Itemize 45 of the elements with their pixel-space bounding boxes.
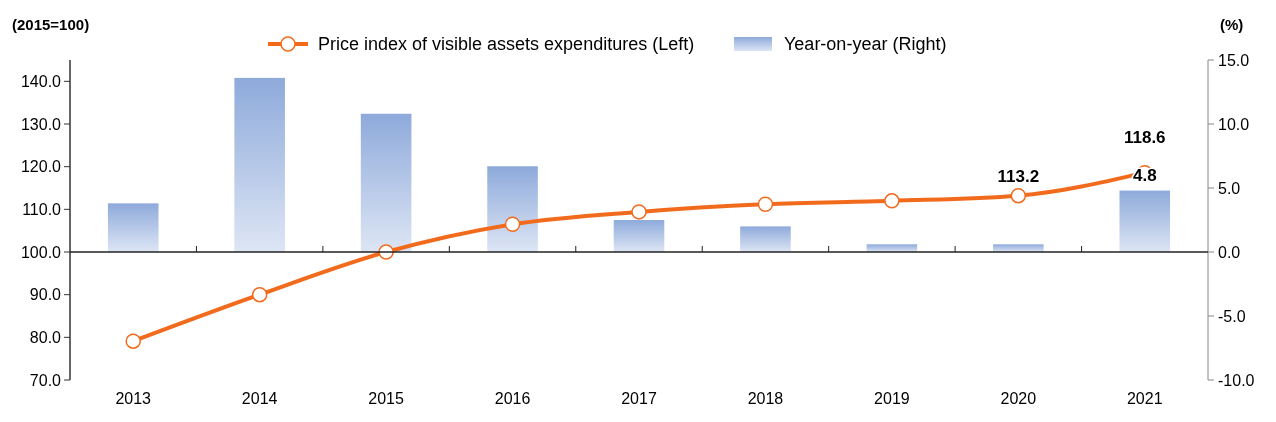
y-tick-label: 100.0 [20, 243, 62, 261]
x-tick-label: 2017 [621, 389, 657, 407]
bar [107, 203, 159, 252]
y-tick-label: 140.0 [20, 72, 62, 90]
x-tick-label: 2015 [368, 389, 405, 407]
bar [993, 244, 1044, 252]
x-tick-label: 2016 [494, 389, 531, 407]
y2-tick-label: 0.0 [1218, 243, 1241, 261]
x-tick-label: 2021 [1126, 389, 1163, 407]
y-tick-label: 70.0 [29, 371, 62, 389]
x-tick-label: 2014 [241, 389, 278, 407]
y2-tick-label: -5.0 [1218, 307, 1246, 325]
point [631, 204, 647, 220]
point [757, 196, 774, 212]
y-tick-label: 90.0 [29, 286, 62, 304]
y2-tick-label: 5.0 [1218, 179, 1241, 197]
bar [613, 220, 665, 252]
y-tick-label: 130.0 [20, 115, 62, 133]
point [1010, 187, 1027, 204]
y-tick-label: 80.0 [29, 328, 62, 346]
bar [234, 77, 285, 252]
bar [487, 166, 538, 252]
y2-tick-label: 15.0 [1218, 51, 1250, 69]
x-tick-label: 2013 [115, 389, 152, 407]
y2-axis-title: (%) [1220, 16, 1244, 33]
point [251, 286, 268, 303]
legend-label: Year-on-year (Right) [784, 34, 947, 54]
x-tick-label: 2018 [747, 389, 784, 407]
point [125, 333, 141, 349]
point [504, 216, 521, 233]
y-tick-label: 120.0 [20, 158, 62, 176]
y2-tick-label: -10.0 [1218, 371, 1255, 389]
bar [866, 244, 918, 252]
y2-tick-label: 10.0 [1218, 115, 1250, 133]
y-tick-label: 110.0 [22, 200, 62, 218]
bar [1119, 190, 1171, 252]
legend-label: Price index of visible assets expenditures (Left) [318, 34, 695, 54]
point [884, 193, 900, 209]
bar [740, 226, 791, 252]
data-label: 118.6 [1123, 127, 1166, 147]
y-axis-title: (2015=100) [12, 16, 90, 33]
x-tick-label: 2020 [1000, 389, 1037, 407]
bar [360, 113, 412, 252]
data-label: 113.2 [997, 166, 1040, 186]
x-tick-label: 2019 [874, 389, 910, 407]
